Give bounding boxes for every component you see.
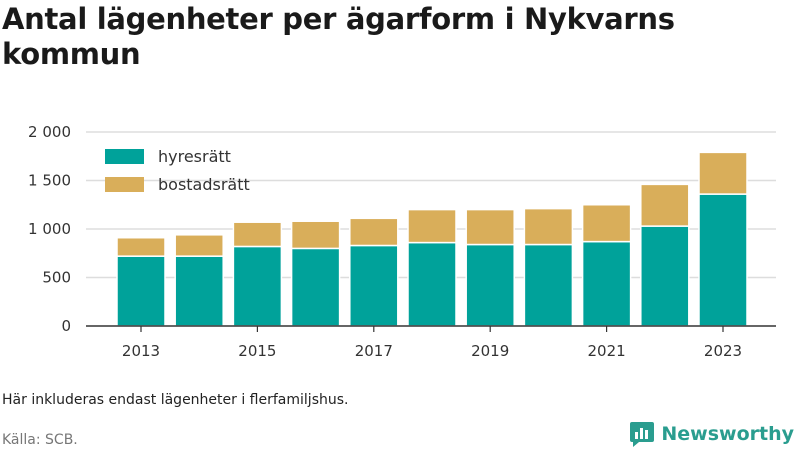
bar-bostadsratt-2021 [581,204,632,243]
bar-hyresratt-2014 [174,255,224,327]
legend: hyresrätt bostadsrätt [105,142,250,198]
y-tick-label: 2 000 [28,123,71,141]
chart-source: Källa: SCB. [2,432,78,448]
bar-bostadsratt-2022 [640,183,690,227]
bar-hyresratt-2020 [523,243,574,327]
y-tick-label: 1 000 [28,220,71,238]
bar-hyresratt-2021 [581,240,632,327]
bar-bostadsratt-2019 [465,208,515,246]
bar-chart: 0 500 1 000 1 500 2 000 2013 2015 2017 2019 2021 2… [28,123,776,360]
newsworthy-logo-icon [630,422,655,447]
bar-bostadsratt-2014 [174,234,224,257]
legend-swatch-bostadsratt [105,176,144,192]
axes: 0 500 1 000 1 500 2 000 2013 2015 2017 2019 2021 2… [28,123,776,360]
bar-hyresratt-2018 [407,241,457,327]
x-tick-label: 2019 [471,342,509,360]
bar-bostadsratt-2017 [349,217,399,247]
newsworthy-logo: Newsworthy [629,420,794,448]
bar-hyresratt-2022 [640,225,690,327]
legend-item-bostadsratt: bostadsrätt [105,170,250,198]
y-tick-label: 1 500 [28,172,71,190]
bar-hyresratt-2017 [349,244,399,327]
bar-hyresratt-2019 [465,243,515,327]
bar-hyresratt-2023 [698,193,748,327]
legend-item-hyresratt: hyresrätt [105,142,250,170]
bar-hyresratt-2016 [290,247,341,327]
bar-hyresratt-2015 [232,245,283,327]
bar-bostadsratt-2013 [116,236,166,257]
bar-hyresratt-2013 [116,255,166,327]
y-tick-label: 0 [61,317,71,335]
x-tick-label: 2023 [704,342,742,360]
legend-label-hyresratt: hyresrätt [158,146,231,166]
x-tick-label: 2015 [238,342,276,360]
x-tick-label: 2017 [355,342,393,360]
bars [116,151,748,327]
y-tick-label: 500 [42,269,71,287]
legend-label-bostadsratt: bostadsrätt [158,174,250,194]
x-tick-label: 2021 [588,342,626,360]
x-tick-label: 2013 [122,342,160,360]
bar-bostadsratt-2015 [232,221,283,248]
bar-bostadsratt-2023 [698,151,748,195]
bar-bostadsratt-2018 [407,208,457,244]
logo-text: Newsworthy [661,423,794,445]
chart-note: Här inkluderas endast lägenheter i flerf… [2,392,349,408]
bar-bostadsratt-2016 [290,220,341,250]
bar-bostadsratt-2020 [523,207,574,246]
chart-title: Antal lägenheter per ägarform i Nykvarns… [2,2,675,71]
legend-swatch-hyresratt [105,148,144,164]
